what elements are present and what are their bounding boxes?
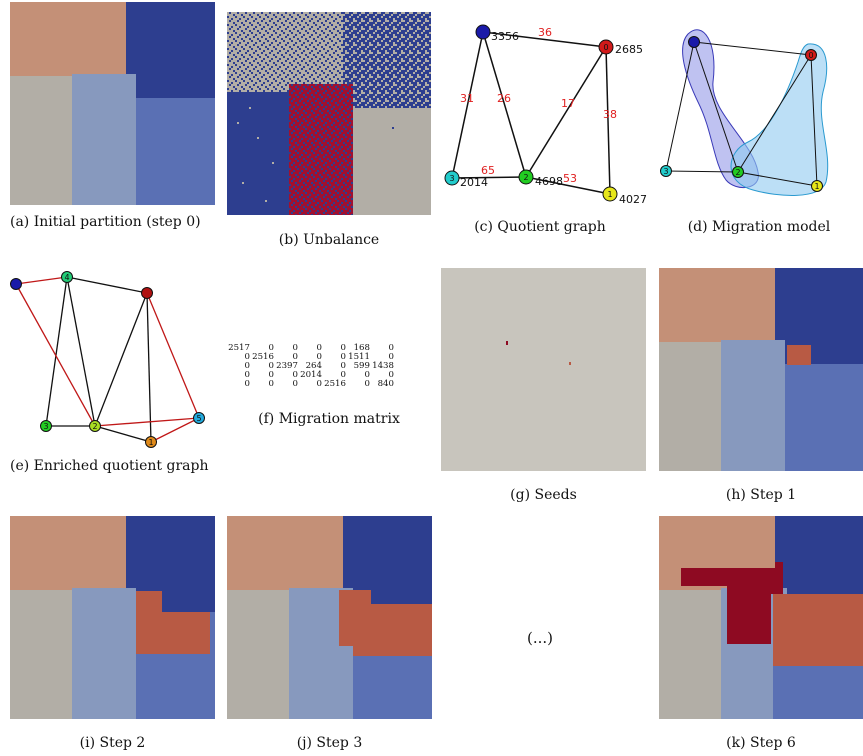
- matrix-row: 0 0 2397 264 0 599 1438: [244, 361, 394, 371]
- graph-node: [141, 287, 153, 299]
- graph-node: [10, 278, 22, 290]
- migration-matrix: 2517 0 0 0 0 168 0 0 2516 0 0 0 1511 0 0 0 2397 264 0 599…: [226, 344, 394, 389]
- edge-weight: 17: [561, 97, 575, 110]
- caption-i: (i) Step 2: [79, 735, 146, 751]
- edge-weight: 53: [563, 172, 577, 185]
- edge-weight: 38: [603, 108, 617, 121]
- caption-j: (j) Step 3: [296, 735, 363, 751]
- panel-step-2: [10, 516, 215, 719]
- edge-weight: 65: [481, 164, 495, 177]
- seeds-map: [441, 268, 646, 471]
- edge-weight: 36: [538, 26, 552, 39]
- partition-map-step6: [659, 516, 863, 719]
- svg-text:4698: 4698: [535, 175, 563, 188]
- graph-node: 5: [193, 412, 205, 424]
- edge-weight: 26: [497, 92, 511, 105]
- partition-map-step3: [227, 516, 432, 719]
- graph-node: [688, 36, 700, 48]
- partition-map-step1: [659, 268, 863, 471]
- svg-text:1: 1: [814, 182, 819, 191]
- panel-step-1: [659, 268, 863, 471]
- graph-node: 3356: [475, 24, 519, 43]
- caption-d: (d) Migration model: [687, 219, 831, 235]
- matrix-row: 2517 0 0 0 0 168 0: [228, 343, 394, 353]
- caption-b: (b) Unbalance: [278, 232, 380, 248]
- unbalance-map: [227, 12, 431, 215]
- graph-node: 2: [732, 166, 744, 178]
- panel-step-6: [659, 516, 863, 719]
- graph-node: 1: [145, 436, 157, 448]
- quotient-graph-svg: 36 31 26 17 38 65 53 3356 0 2685 3 2014 …: [444, 24, 647, 206]
- panel-enriched-graph: 4 3 2 1 5: [6, 268, 216, 450]
- graph-node: 4: [61, 271, 73, 283]
- svg-text:1: 1: [148, 438, 153, 447]
- graph-node: 2: [89, 420, 101, 432]
- svg-text:1: 1: [607, 190, 612, 199]
- graph-node: 3 2014: [444, 170, 488, 189]
- graph-node: 0: [805, 49, 817, 61]
- caption-a: (a) Initial partition (step 0): [10, 214, 201, 230]
- seed-mark: [569, 362, 571, 365]
- enriched-graph-svg: 4 3 2 1 5: [10, 271, 205, 448]
- svg-text:2: 2: [735, 168, 740, 177]
- panel-step-3: [227, 516, 432, 719]
- caption-c: (c) Quotient graph: [474, 219, 606, 235]
- caption-g: (g) Seeds: [510, 487, 577, 503]
- svg-text:0: 0: [603, 43, 608, 52]
- svg-text:3: 3: [449, 174, 454, 183]
- partition-map-step0: [10, 2, 215, 205]
- svg-text:3: 3: [663, 167, 668, 176]
- matrix-row: 0 0 0 2014 0 0 0: [244, 370, 394, 380]
- matrix-row: 0 0 0 0 2516 0 840: [244, 379, 394, 389]
- svg-text:4: 4: [64, 273, 69, 282]
- panel-quotient-graph: 36 31 26 17 38 65 53 3356 0 2685 3 2014 …: [440, 20, 647, 210]
- caption-h: (h) Step 1: [725, 487, 797, 503]
- seed-mark: [506, 341, 508, 345]
- svg-text:3: 3: [43, 422, 48, 431]
- edge-weight: 31: [460, 92, 474, 105]
- panel-migration-model: 0 3 2 1: [658, 22, 858, 212]
- caption-k: (k) Step 6: [726, 735, 796, 751]
- svg-text:2: 2: [523, 173, 528, 182]
- migration-model-svg: 0 3 2 1: [660, 29, 829, 196]
- svg-text:2: 2: [92, 422, 97, 431]
- graph-node: 1 4027: [602, 186, 647, 206]
- svg-text:2014: 2014: [460, 176, 488, 189]
- caption-f: (f) Migration matrix: [258, 411, 400, 427]
- panel-initial-partition: [10, 2, 215, 205]
- panel-seeds: [441, 268, 646, 471]
- panel-unbalance: [227, 12, 431, 215]
- svg-text:0: 0: [808, 51, 813, 60]
- graph-node: 3: [40, 420, 52, 432]
- caption-e: (e) Enriched quotient graph: [10, 458, 209, 474]
- ellipsis-text: (...): [527, 629, 554, 647]
- graph-node: 0 2685: [598, 39, 643, 56]
- svg-text:2685: 2685: [615, 43, 643, 56]
- partition-map-step2: [10, 516, 215, 719]
- matrix-row: 0 2516 0 0 0 1511 0: [244, 352, 394, 362]
- graph-node: 3: [660, 165, 672, 177]
- svg-text:3356: 3356: [491, 30, 519, 43]
- graph-node: 1: [811, 180, 823, 192]
- svg-text:5: 5: [196, 414, 201, 423]
- graph-node: 2 4698: [518, 169, 563, 188]
- svg-text:4027: 4027: [619, 193, 647, 206]
